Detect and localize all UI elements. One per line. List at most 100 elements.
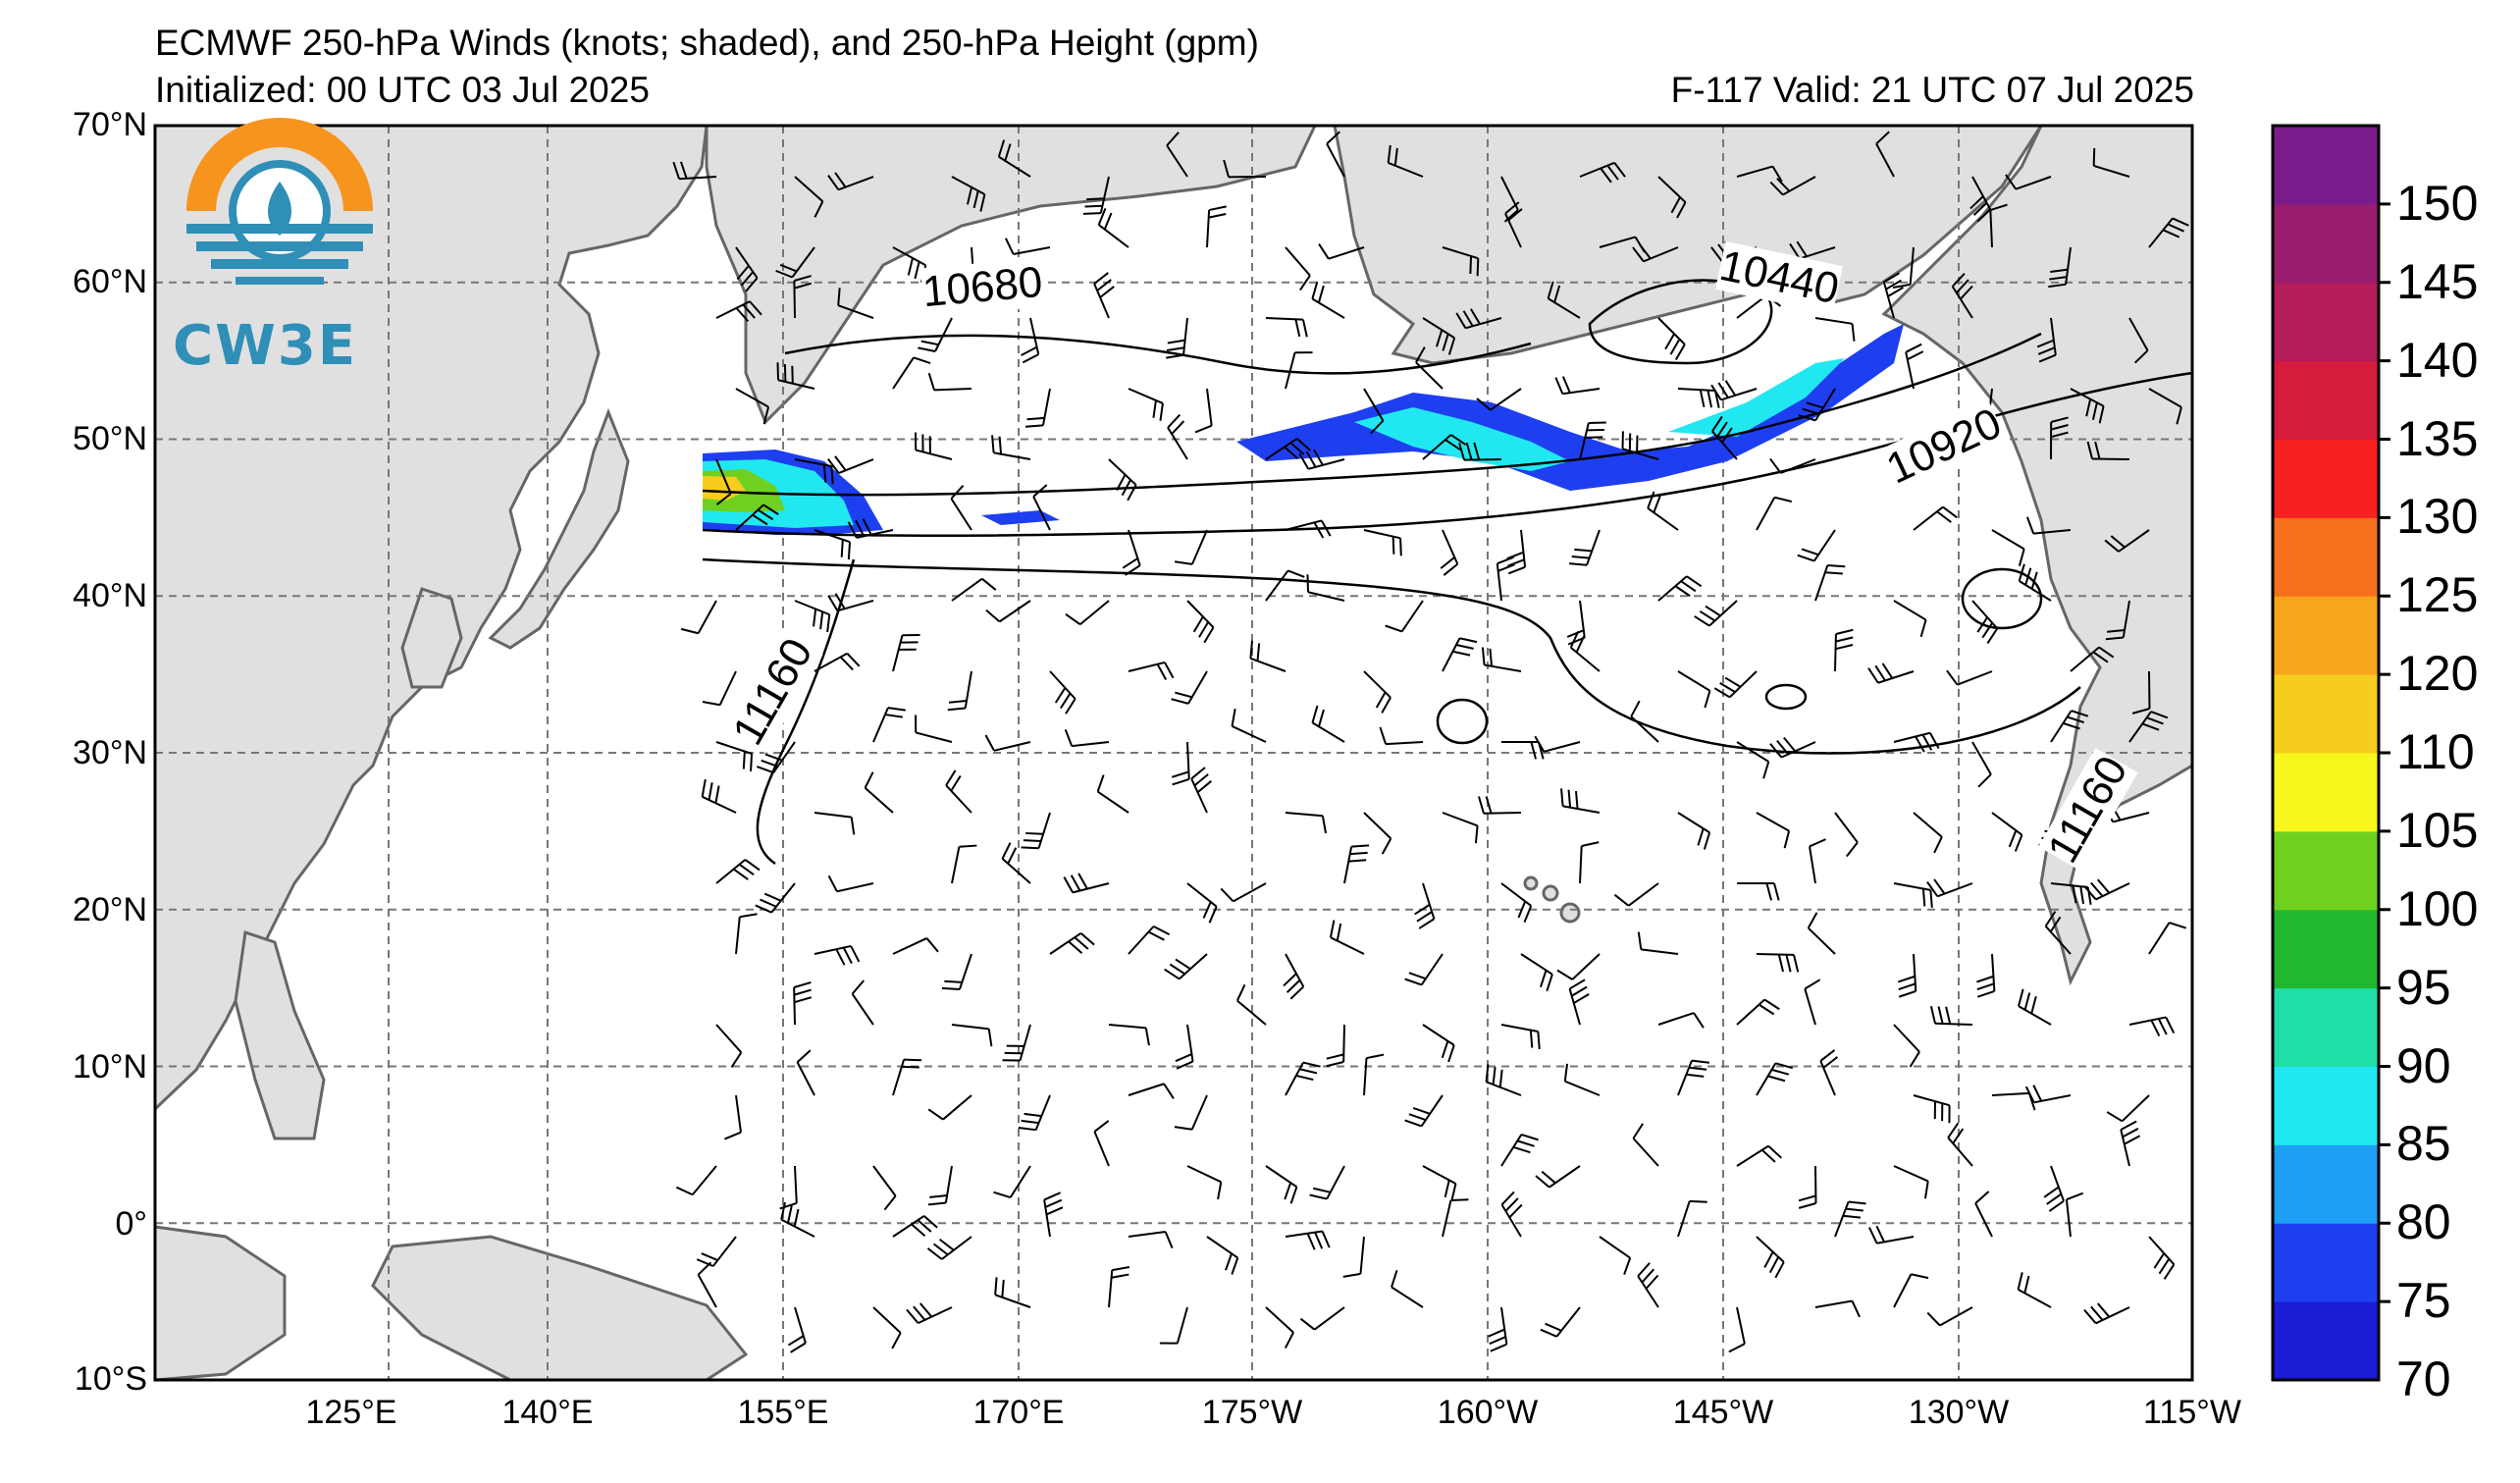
wind-barb — [1621, 431, 1659, 460]
wind-barb — [2106, 1094, 2150, 1123]
wind-barb — [1694, 600, 1738, 627]
wind-barb — [1991, 812, 2023, 852]
wind-barb — [1897, 953, 1917, 998]
wind-barb — [1971, 600, 1999, 644]
wind-barb — [941, 953, 972, 991]
wind-barb — [1926, 878, 1973, 898]
wind-barb — [1893, 1273, 1929, 1308]
wind-barb — [672, 161, 717, 181]
colorbar-segment — [2273, 987, 2379, 1067]
colorbar-label: 145 — [2396, 253, 2479, 309]
wind-barb — [1711, 415, 1738, 460]
wind-barb — [1547, 281, 1581, 319]
wind-barb — [945, 769, 972, 814]
wind-barb — [2065, 1192, 2084, 1238]
wind-barb — [1285, 1061, 1321, 1096]
wind-barb — [872, 707, 906, 743]
lon-label: 175°W — [1201, 1394, 1303, 1431]
wind-barb — [1235, 983, 1267, 1026]
wind-barb — [1391, 1269, 1424, 1308]
wind-barb — [1174, 529, 1208, 565]
wind-barb — [1440, 529, 1459, 576]
wind-barb — [1223, 159, 1267, 179]
wind-barb — [2050, 416, 2069, 460]
wind-barb — [1946, 669, 1993, 686]
wind-barb — [1974, 1191, 1993, 1238]
wind-barb — [2005, 174, 2052, 190]
wind-barb — [1422, 1165, 1457, 1201]
wind-barb — [735, 246, 759, 292]
wind-barb — [1049, 932, 1095, 955]
wind-barb — [2128, 711, 2169, 743]
colorbar-segment — [2273, 1144, 2379, 1224]
wind-barb — [1326, 131, 1345, 178]
wind-barb — [715, 1024, 743, 1068]
land-hawaii — [1523, 875, 1581, 924]
wind-barb — [2025, 516, 2072, 535]
wind-barb — [2018, 563, 2052, 602]
wind-barb — [1893, 731, 1940, 753]
wind-barb — [1637, 1262, 1659, 1308]
wind-barb — [1285, 246, 1311, 291]
wind-barb — [1021, 812, 1051, 850]
wind-barb — [1710, 380, 1758, 401]
wind-barb — [1265, 438, 1311, 460]
wind-barb — [675, 1165, 717, 1196]
wind-barb — [951, 844, 977, 884]
lat-label: 50°N — [73, 420, 147, 457]
wind-barb — [1093, 1120, 1110, 1167]
wind-barb — [1976, 953, 1996, 998]
wind-barb — [1329, 920, 1365, 955]
wind-barb — [1485, 1064, 1522, 1096]
colorbar-label: 100 — [2396, 880, 2479, 936]
wind-barb — [1769, 457, 1816, 474]
wind-barb — [775, 246, 815, 279]
colorbar-label: 130 — [2396, 489, 2479, 545]
wind-barb — [1756, 1062, 1793, 1096]
wind-barb — [1001, 842, 1031, 884]
lon-label: 160°W — [1437, 1394, 1539, 1431]
wind-barb — [827, 455, 874, 475]
wind-barb — [2083, 1302, 2130, 1325]
colorbar-segment — [2273, 909, 2379, 989]
colorbar-label: 85 — [2396, 1116, 2451, 1172]
wind-barb — [1834, 1200, 1866, 1238]
wind-barb — [1404, 1094, 1444, 1128]
wind-barb — [1265, 317, 1308, 338]
wind-barb — [1063, 873, 1110, 894]
wind-barb — [1736, 1144, 1783, 1167]
wind-barb — [1309, 1165, 1345, 1200]
wind-barb — [1657, 317, 1686, 360]
wind-barb — [2104, 529, 2150, 553]
wind-barb — [1875, 131, 1895, 178]
wind-barb — [1186, 882, 1218, 924]
wind-barb — [1285, 351, 1313, 390]
wind-barb — [1488, 1306, 1508, 1352]
wind-barb — [1206, 205, 1227, 248]
wind-barb — [1496, 556, 1515, 602]
wind-barb — [814, 529, 852, 560]
wind-barb — [951, 577, 997, 602]
wind-barb — [1756, 812, 1791, 849]
wind-barb — [1797, 529, 1836, 562]
wind-barb — [1991, 529, 2025, 566]
wind-barb — [1579, 161, 1626, 184]
wind-barb — [1049, 670, 1076, 715]
lat-label: 60°N — [73, 263, 147, 300]
wind-barb — [927, 372, 972, 392]
lon-label: 145°W — [1672, 1394, 1774, 1431]
wind-barb — [1442, 1198, 1469, 1238]
wind-barb — [1285, 812, 1328, 834]
wind-barb — [1128, 388, 1164, 421]
wind-barb — [1506, 529, 1527, 575]
colorbar-label: 80 — [2396, 1194, 2451, 1250]
wind-barb — [1326, 1024, 1345, 1068]
wind-barb — [906, 1302, 953, 1325]
lat-label: 10°N — [73, 1048, 147, 1086]
wind-barb — [1174, 1094, 1208, 1131]
wind-barb — [2070, 388, 2105, 424]
wind-barb — [1769, 176, 1816, 196]
wind-barb — [827, 172, 874, 191]
wind-barb — [1285, 1230, 1331, 1250]
